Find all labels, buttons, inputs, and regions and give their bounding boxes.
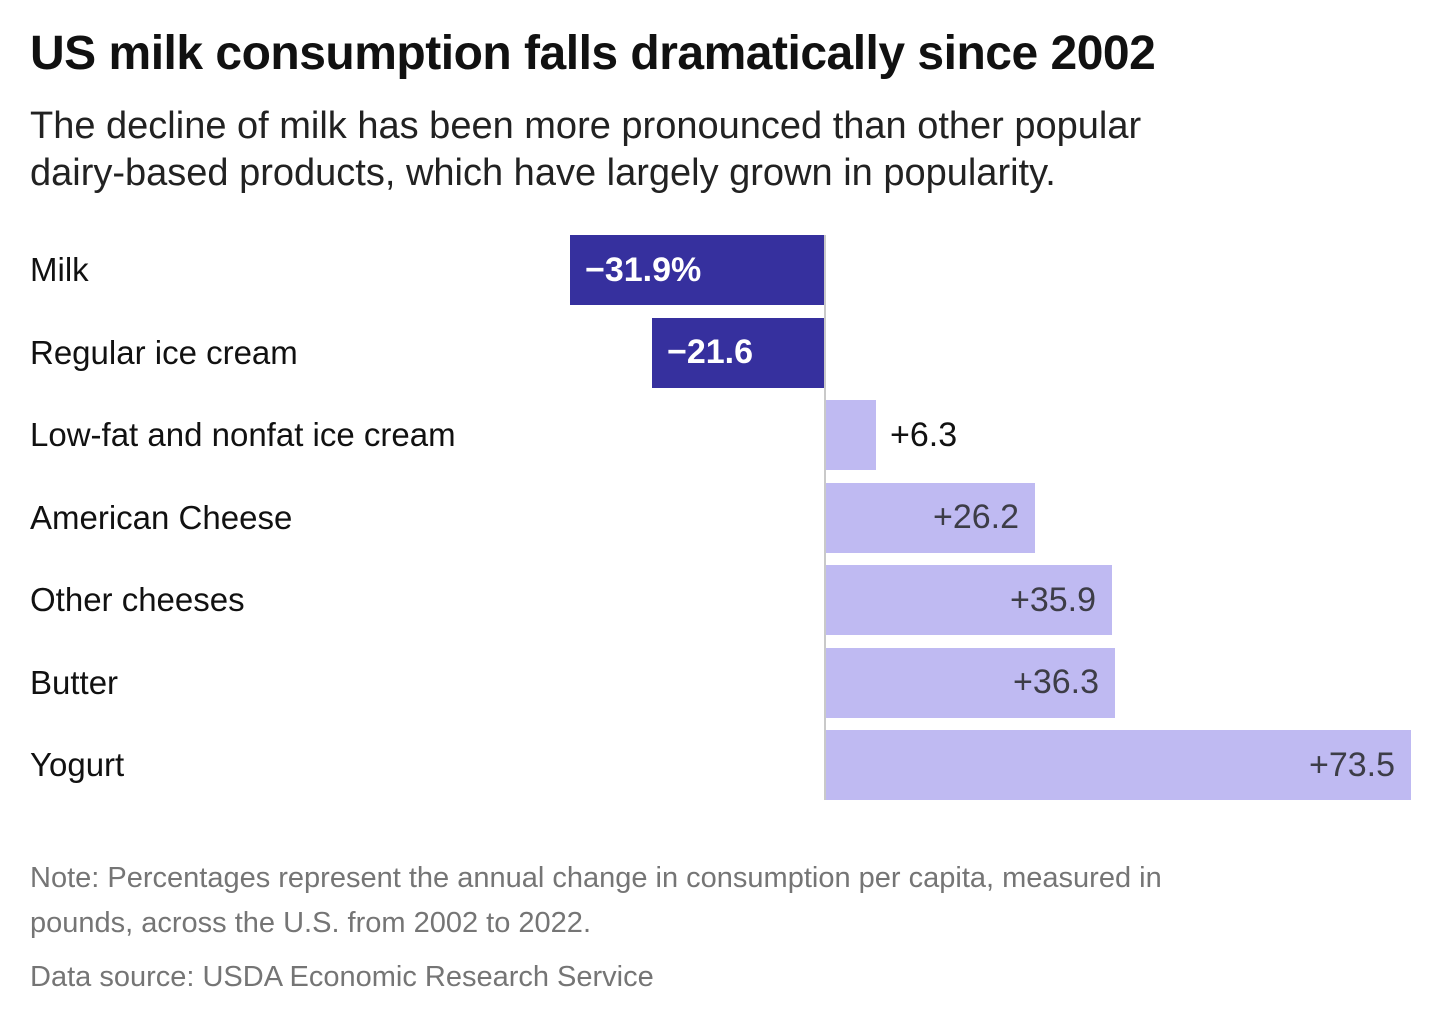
bar-positive: +6.3 [826, 400, 957, 471]
chart-row: Butter +36.3 [0, 647, 1440, 718]
chart-row: Other cheeses +35.9 [0, 565, 1440, 636]
bar-positive: +36.3 [826, 647, 1115, 718]
chart-row: American Cheese +26.2 [0, 482, 1440, 553]
value-label: +73.5 [1308, 745, 1395, 784]
chart-row: Yogurt +73.5 [0, 730, 1440, 801]
bar-positive: +73.5 [826, 730, 1411, 801]
bar-positive: +26.2 [826, 482, 1035, 553]
bar-positive: +35.9 [826, 565, 1112, 636]
category-label: Other cheeses [30, 581, 245, 619]
value-label: +6.3 [890, 415, 958, 454]
value-label: +36.3 [1012, 663, 1099, 702]
chart-row: Milk −31.9% [0, 235, 1440, 306]
value-label: +35.9 [1009, 580, 1096, 619]
category-label: American Cheese [30, 498, 293, 536]
chart-note: Note: Percentages represent the annual c… [30, 862, 1162, 939]
category-label: Regular ice cream [30, 333, 298, 371]
category-label: Butter [30, 663, 119, 701]
bar-chart: Milk −31.9% Regular ice cream −21.6 Low-fat … [0, 235, 1440, 801]
chart-subtitle: The decline of milk has been more pronou… [30, 105, 1142, 195]
value-label: −21.6 [667, 333, 754, 372]
data-source: Data source: USDA Economic Research Serv… [30, 961, 654, 994]
value-label: −31.9% [585, 250, 702, 289]
chart-title: US milk consumption falls dramatically s… [30, 27, 1156, 80]
category-label: Milk [30, 251, 89, 289]
bar-negative: −31.9% [570, 235, 824, 306]
chart-row: Low-fat and nonfat ice cream +6.3 [0, 400, 1440, 471]
category-label: Yogurt [30, 746, 125, 784]
category-label: Low-fat and nonfat ice cream [30, 416, 456, 454]
baseline-axis [824, 235, 826, 801]
chart-row: Regular ice cream −21.6 [0, 317, 1440, 388]
bar-negative: −21.6 [652, 317, 824, 388]
value-label: +26.2 [932, 498, 1019, 537]
